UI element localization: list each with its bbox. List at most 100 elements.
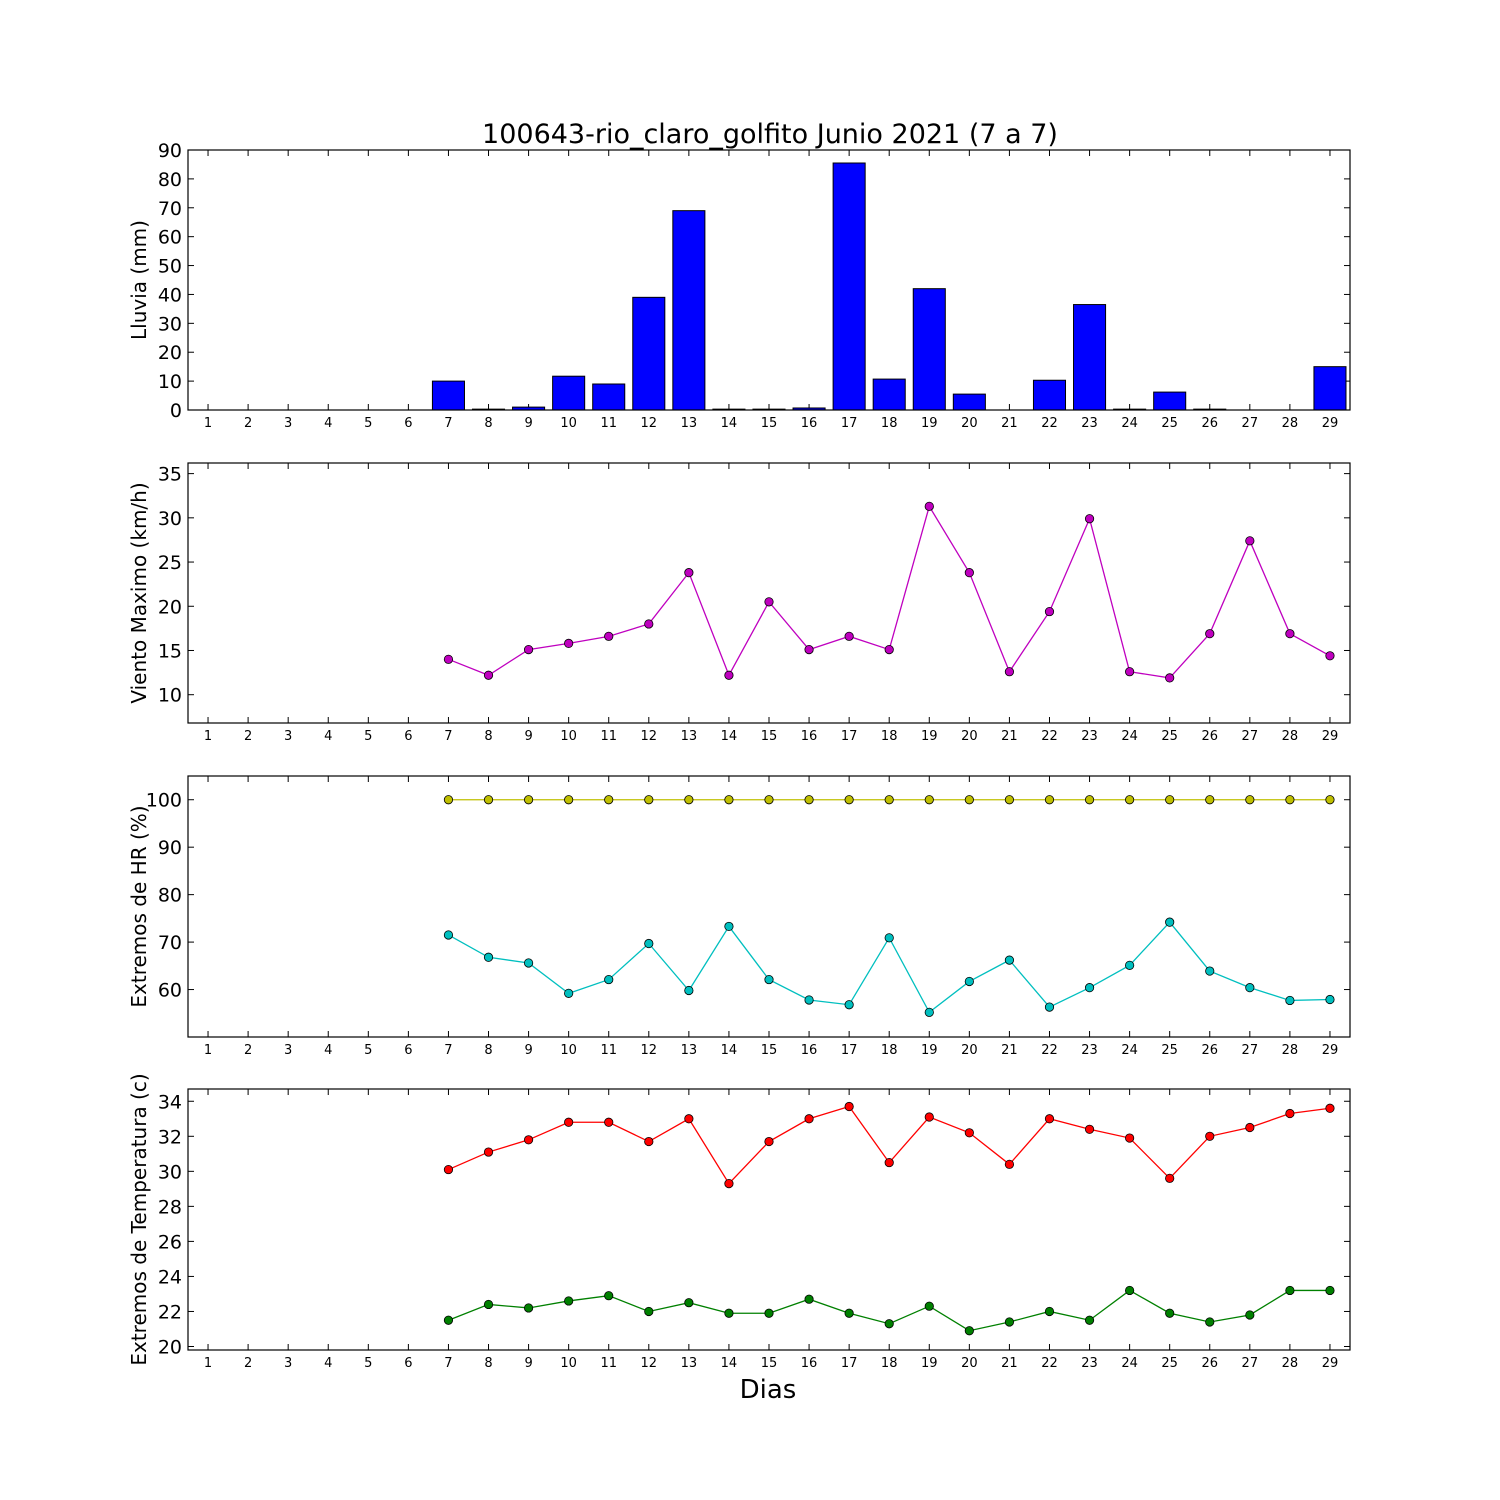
x-tick-label: 7: [444, 729, 452, 744]
plot-frame: [187, 149, 1351, 411]
x-tick-label: 11: [600, 729, 617, 744]
data-point: [523, 795, 534, 805]
x-tick-label: 1: [204, 1356, 212, 1371]
y-tick-label: 80: [158, 885, 182, 907]
data-point: [924, 1112, 934, 1122]
x-tick-label: 23: [1081, 1356, 1098, 1371]
y-tick-label: 25: [158, 552, 182, 574]
data-point: [483, 1299, 494, 1310]
x-tick-label: 15: [761, 1043, 778, 1058]
data-point: [1285, 1285, 1295, 1296]
x-tick-label: 24: [1121, 416, 1138, 431]
data-point: [1084, 1124, 1095, 1134]
x-tick-label: 14: [721, 1356, 738, 1371]
data-point: [1125, 1133, 1135, 1143]
x-tick-label: 18: [881, 1043, 898, 1058]
data-point: [1004, 795, 1015, 805]
y-axis-label: Extremos de Temperatura (c): [127, 1073, 151, 1365]
bar: [912, 288, 946, 411]
data-point: [523, 1135, 534, 1145]
x-tick-label: 25: [1161, 416, 1178, 431]
data-point: [644, 619, 654, 629]
data-point: [523, 1303, 534, 1313]
x-tick-label: 11: [600, 1356, 617, 1371]
x-tick-label: 29: [1322, 729, 1339, 744]
x-tick-label: 4: [324, 1356, 332, 1371]
x-tick-label: 28: [1282, 416, 1299, 431]
y-tick-label: 32: [158, 1126, 182, 1148]
x-tick-label: 11: [600, 416, 617, 431]
data-point: [844, 1000, 854, 1010]
data-point: [684, 568, 694, 578]
y-tick-label: 80: [158, 169, 182, 191]
bar: [1313, 366, 1347, 411]
x-tick-label: 13: [681, 1356, 698, 1371]
x-tick-label: 21: [1001, 416, 1018, 431]
bar: [872, 378, 906, 411]
data-point: [644, 795, 654, 805]
data-point: [964, 976, 974, 987]
y-tick-label: 10: [158, 371, 182, 393]
plot-frame: [187, 462, 1351, 724]
data-point: [1165, 795, 1175, 805]
x-tick-label: 22: [1041, 416, 1058, 431]
data-point: [1044, 606, 1055, 617]
data-point: [1044, 1002, 1055, 1012]
x-tick-label: 23: [1081, 729, 1098, 744]
data-point: [764, 597, 774, 607]
data-point: [443, 1315, 454, 1325]
data-point: [724, 670, 734, 680]
x-tick-label: 10: [560, 416, 577, 431]
x-tick-label: 27: [1242, 416, 1259, 431]
data-point: [1044, 795, 1055, 805]
x-tick-label: 24: [1121, 729, 1138, 744]
data-point: [564, 638, 574, 649]
bar: [952, 393, 986, 411]
y-tick-label: 20: [158, 342, 182, 364]
bar: [592, 383, 626, 411]
x-tick-label: 3: [284, 729, 292, 744]
data-point: [443, 654, 454, 664]
data-point: [483, 1147, 494, 1157]
data-point: [564, 988, 574, 998]
data-point: [684, 795, 694, 805]
y-tick-label: 30: [158, 313, 182, 335]
x-tick-label: 5: [364, 1043, 372, 1058]
data-point: [1245, 983, 1255, 993]
data-point: [1285, 629, 1295, 639]
x-tick-label: 11: [600, 1043, 617, 1058]
x-tick-label: 15: [761, 416, 778, 431]
data-point: [1245, 795, 1255, 805]
bar: [672, 210, 706, 411]
x-tick-label: 2: [244, 1356, 252, 1371]
data-point: [1245, 1310, 1255, 1320]
x-axis-label: Dias: [740, 1375, 797, 1405]
y-tick-label: 35: [158, 464, 182, 486]
x-tick-label: 3: [284, 1356, 292, 1371]
data-point: [1205, 1317, 1215, 1327]
x-tick-label: 18: [881, 1356, 898, 1371]
data-point: [764, 1308, 774, 1318]
x-tick-label: 14: [721, 1043, 738, 1058]
data-point: [884, 1157, 894, 1168]
data-point: [1004, 1317, 1015, 1327]
data-point: [1205, 629, 1215, 639]
data-point: [483, 952, 494, 962]
x-tick-label: 24: [1121, 1043, 1138, 1058]
data-point: [724, 1178, 734, 1189]
y-tick-label: 20: [158, 596, 182, 618]
x-tick-label: 26: [1201, 729, 1218, 744]
data-point: [804, 1294, 814, 1304]
x-tick-label: 10: [560, 1043, 577, 1058]
plot-frame: [187, 1088, 1351, 1351]
x-tick-label: 18: [881, 729, 898, 744]
x-tick-label: 23: [1081, 416, 1098, 431]
x-tick-label: 22: [1041, 1043, 1058, 1058]
data-point: [724, 1308, 734, 1318]
x-tick-label: 14: [721, 416, 738, 431]
data-point: [1084, 1315, 1095, 1325]
data-point: [604, 795, 614, 805]
